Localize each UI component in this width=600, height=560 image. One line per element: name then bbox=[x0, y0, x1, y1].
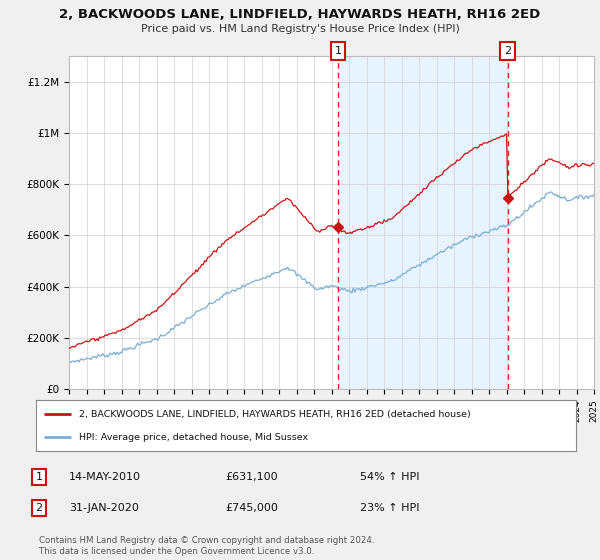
Text: 54% ↑ HPI: 54% ↑ HPI bbox=[360, 472, 419, 482]
Text: £631,100: £631,100 bbox=[225, 472, 278, 482]
Text: 2, BACKWOODS LANE, LINDFIELD, HAYWARDS HEATH, RH16 2ED (detached house): 2, BACKWOODS LANE, LINDFIELD, HAYWARDS H… bbox=[79, 409, 471, 418]
Bar bbox=[338, 56, 508, 389]
Text: Price paid vs. HM Land Registry's House Price Index (HPI): Price paid vs. HM Land Registry's House … bbox=[140, 24, 460, 34]
Text: 23% ↑ HPI: 23% ↑ HPI bbox=[360, 503, 419, 513]
Text: £745,000: £745,000 bbox=[225, 503, 278, 513]
Text: 1: 1 bbox=[334, 46, 341, 56]
Text: 1: 1 bbox=[35, 472, 43, 482]
Text: 2, BACKWOODS LANE, LINDFIELD, HAYWARDS HEATH, RH16 2ED: 2, BACKWOODS LANE, LINDFIELD, HAYWARDS H… bbox=[59, 8, 541, 21]
Text: 31-JAN-2020: 31-JAN-2020 bbox=[69, 503, 139, 513]
Text: 14-MAY-2010: 14-MAY-2010 bbox=[69, 472, 141, 482]
Text: Contains HM Land Registry data © Crown copyright and database right 2024.
This d: Contains HM Land Registry data © Crown c… bbox=[39, 536, 374, 556]
Text: 2: 2 bbox=[505, 46, 511, 56]
Text: 2: 2 bbox=[35, 503, 43, 513]
Text: HPI: Average price, detached house, Mid Sussex: HPI: Average price, detached house, Mid … bbox=[79, 433, 308, 442]
